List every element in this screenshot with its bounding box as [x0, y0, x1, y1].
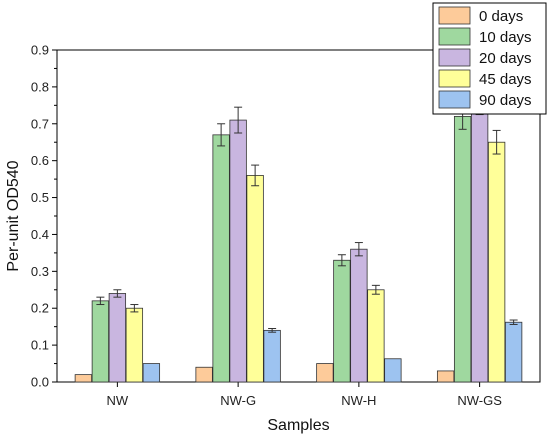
legend-label: 0 days	[479, 8, 523, 25]
bar	[333, 259, 351, 383]
bar	[212, 134, 230, 383]
legend-label: 90 days	[479, 92, 532, 109]
bar	[74, 374, 93, 383]
bar	[229, 119, 247, 383]
x-tick-label: NW	[107, 393, 129, 408]
y-tick-label: 0.2	[31, 301, 49, 316]
bar	[91, 300, 110, 383]
x-axis-title: Samples	[267, 417, 329, 434]
legend-swatch	[438, 69, 471, 88]
bar	[246, 175, 264, 383]
bar	[504, 321, 523, 383]
y-axis-title: Per-unit OD540	[5, 160, 22, 271]
legend-swatch	[438, 90, 471, 109]
y-tick-label: 0.5	[31, 190, 49, 205]
bar	[436, 370, 455, 383]
bar	[108, 293, 127, 383]
x-tick-label: NW-G	[220, 393, 256, 408]
bar	[453, 116, 472, 383]
bar	[125, 307, 144, 383]
legend-label: 45 days	[479, 71, 532, 88]
bar	[367, 289, 385, 383]
x-tick-label: NW-H	[341, 393, 376, 408]
legend-label: 20 days	[479, 50, 532, 67]
plot-area: 0.0 0.1 0.2 0.3 0.4 0.5 0.6 0.7 0.8 0.9 NW NW-G NW-H…	[31, 43, 541, 408]
legend-swatch	[438, 27, 471, 46]
y-tick-label: 0.9	[31, 43, 49, 58]
bar	[263, 329, 281, 383]
y-tick-label: 0.8	[31, 79, 49, 94]
y-tick-label: 0.1	[31, 338, 49, 353]
legend-swatch	[438, 6, 471, 25]
bar	[487, 141, 506, 383]
y-tick-label: 0.3	[31, 264, 49, 279]
legend-swatch	[438, 48, 471, 67]
bar	[470, 101, 489, 383]
bar	[384, 358, 402, 383]
x-tick-label: NW-GS	[457, 393, 502, 408]
legend: 0 days 10 days 20 days 45 days 90 days	[432, 2, 547, 115]
y-tick-label: 0.6	[31, 153, 49, 168]
y-tick-label: 0.4	[31, 227, 49, 242]
bar	[195, 366, 213, 383]
y-tick-label: 0.0	[31, 375, 49, 390]
legend-label: 10 days	[479, 29, 532, 46]
y-tick-label: 0.7	[31, 116, 49, 131]
bar	[316, 363, 334, 383]
bar	[350, 248, 368, 383]
bar	[142, 363, 161, 383]
